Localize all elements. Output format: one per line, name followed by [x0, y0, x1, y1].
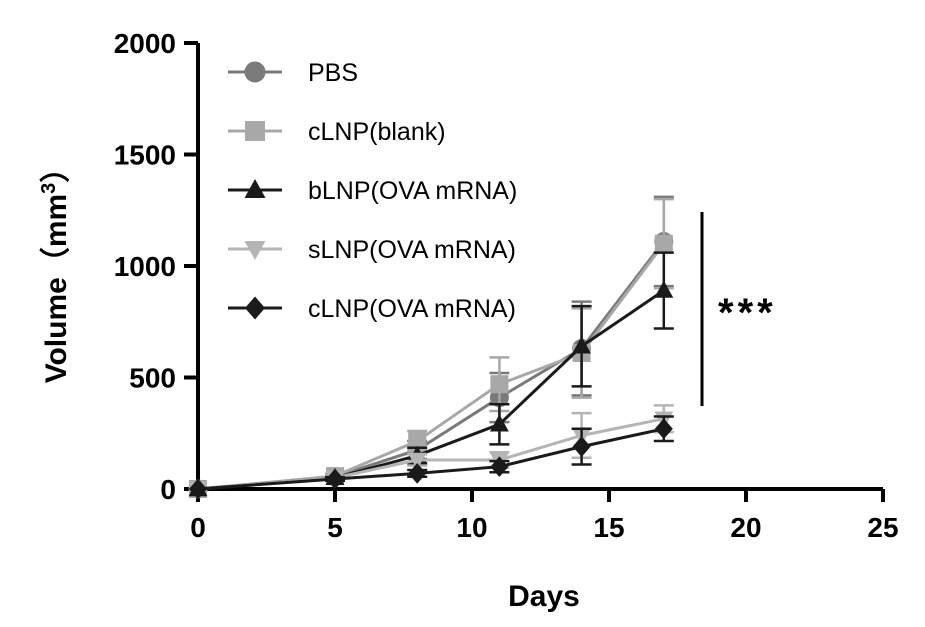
legend-label: PBS — [308, 59, 358, 87]
y-tick-label: 2000 — [114, 28, 176, 59]
y-axis-title-superscript: 3 — [38, 183, 60, 194]
legend-label: sLNP(OVA mRNA) — [308, 236, 516, 264]
legend-label: bLNP(OVA mRNA) — [308, 177, 517, 205]
x-tick-label: 20 — [730, 512, 761, 543]
y-tick-label: 0 — [160, 474, 176, 505]
tumor-volume-chart: 0 5 10 15 20 25 0 500 1000 1500 2000 PBS cLNP(blank… — [0, 0, 925, 627]
chart-container: 0 5 10 15 20 25 0 500 1000 1500 2000 PBS cLNP(blank… — [0, 0, 925, 627]
x-tick-label: 15 — [593, 512, 624, 543]
legend-label: cLNP(OVA mRNA) — [308, 295, 516, 323]
y-axis-title-main: Volume（mm — [39, 194, 73, 383]
x-tick-label: 5 — [327, 512, 343, 543]
x-tick-label: 0 — [190, 512, 206, 543]
y-axis-title-close: ） — [39, 153, 73, 183]
legend-label: cLNP(blank) — [308, 118, 446, 146]
x-tick-label: 10 — [456, 512, 487, 543]
y-tick-label: 1000 — [114, 251, 176, 282]
y-tick-label: 500 — [129, 363, 176, 394]
legend-marker — [245, 62, 265, 82]
significance-label: *** — [718, 291, 777, 335]
legend-marker — [245, 121, 265, 141]
x-axis-title: Days — [508, 580, 580, 613]
x-tick-label: 25 — [867, 512, 898, 543]
y-tick-label: 1500 — [114, 140, 176, 171]
data-point — [655, 235, 673, 253]
data-point — [490, 375, 508, 393]
